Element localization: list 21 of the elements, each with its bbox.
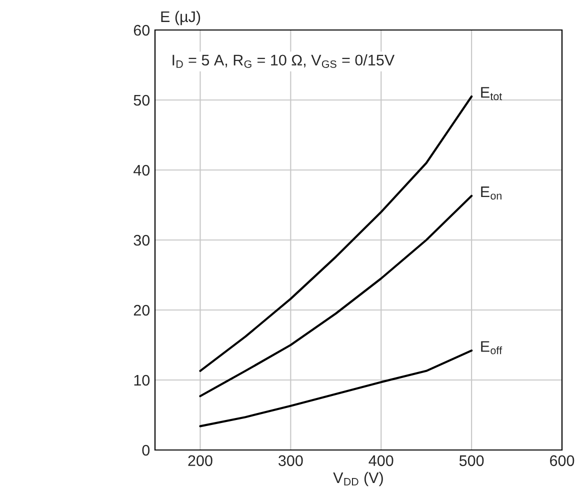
y-tick-label: 0: [142, 444, 150, 456]
annotation: I$_{D}$ = 5 A, R$_{G}$ = 10 Ω, V$_{GS}$ = 0/15V: [172, 54, 395, 68]
x-axis-title: V$_{DD}$ (V): [333, 472, 383, 486]
y-tick-label: 30: [134, 234, 150, 246]
y-tick-label: 20: [134, 304, 150, 316]
x-tick-label: 600: [550, 455, 574, 466]
x-tick-label: 300: [278, 455, 303, 466]
line-series: [199, 350, 473, 428]
series-label: E$_{off}$: [481, 341, 502, 354]
line-series: [199, 95, 473, 372]
line-series: [199, 194, 473, 398]
series-label: E$_{tot}$: [481, 87, 502, 100]
y-tick-label: 60: [134, 24, 150, 36]
x-tick-label: 500: [459, 455, 484, 466]
series-label: E$_{on}$: [481, 186, 502, 200]
y-tick-label: 10: [134, 374, 150, 386]
y-tick-label: 50: [134, 94, 150, 106]
y-axis-title: E (µJ): [161, 10, 200, 26]
x-tick-label: 400: [368, 455, 394, 466]
x-tick-label: 200: [188, 455, 212, 466]
y-tick-label: 40: [134, 164, 150, 176]
